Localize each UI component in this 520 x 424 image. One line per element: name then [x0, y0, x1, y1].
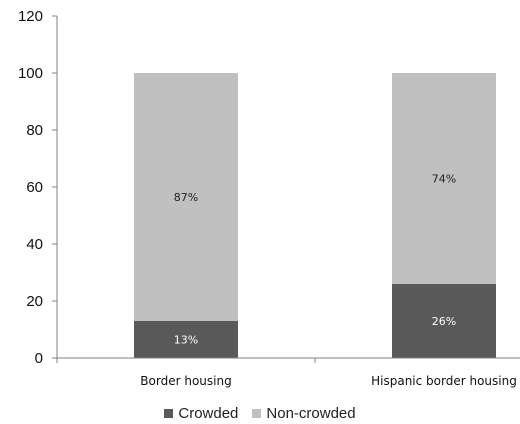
stacked-bar-chart: 0 20 40 60 80 100 120 13% 87% 26% 74% Border hous… [18, 8, 520, 388]
bar-segment-crowded [392, 283, 496, 358]
y-tick-label: 0 [35, 350, 43, 367]
legend-swatch-crowded [164, 409, 174, 418]
y-tick-label: 80 [26, 122, 43, 139]
bar-segment-non-crowded [134, 73, 238, 321]
legend-item-non-crowded: Non-crowded [252, 405, 356, 422]
data-label: 26% [432, 315, 456, 328]
x-category-label: Hispanic border housing [371, 374, 517, 388]
data-label: 74% [432, 172, 456, 185]
legend: Crowded Non-crowded [0, 405, 520, 422]
legend-label-crowded: Crowded [178, 405, 239, 422]
x-category-label: Border housing [140, 374, 231, 388]
data-labels: 13% 87% 26% 74% [174, 172, 456, 346]
data-label: 13% [174, 333, 198, 346]
legend-swatch-non-crowded [252, 409, 262, 418]
legend-item-crowded: Crowded [164, 405, 238, 422]
y-tick-label: 100 [18, 65, 43, 82]
data-label: 87% [174, 191, 198, 204]
legend-label-non-crowded: Non-crowded [266, 405, 356, 422]
y-tick-label: 120 [18, 8, 43, 25]
x-axis-labels: Border housing Hispanic border housing [56, 358, 517, 388]
y-axis-ticks: 0 20 40 60 80 100 120 [18, 8, 57, 367]
bar-segment-non-crowded [392, 73, 496, 284]
y-tick-label: 60 [26, 179, 43, 196]
y-tick-label: 20 [26, 293, 43, 310]
y-tick-label: 40 [26, 236, 43, 253]
bars [134, 73, 496, 358]
bar-segment-crowded [134, 320, 238, 358]
